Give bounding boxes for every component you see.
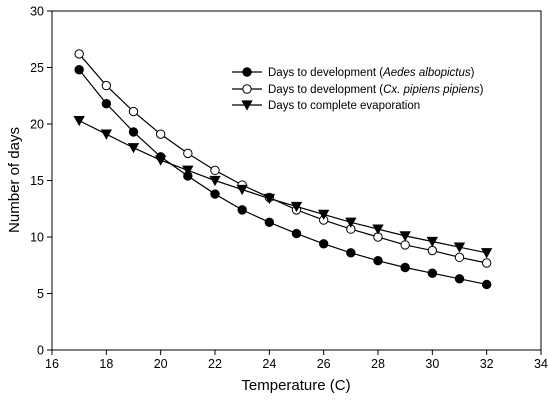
series-1-line [78,69,487,286]
series-1-point [74,65,84,75]
legend-label-prefix: Days to development ( [268,84,383,96]
series-3-point [480,248,493,259]
series-2-point [210,165,220,176]
series-2-point [400,240,410,250]
series-2-point [427,245,438,256]
series-1 [74,65,492,290]
series-2-point [101,80,112,91]
legend-label-prefix: Days to complete evaporation [268,100,420,112]
series-3-point [345,217,357,228]
series-2-line [78,53,487,264]
x-tick-label: 32 [480,357,494,371]
x-axis-title: Temperature (C) [241,377,350,394]
series-1-point [373,256,383,266]
x-tick-label: 18 [99,357,113,371]
series-3-point [236,184,248,196]
legend-label: Days to development (Cx. pipiens pipiens… [268,84,484,96]
legend-marker [242,67,252,77]
series-1-point [210,189,220,199]
legend-label-suffix: ) [471,67,475,79]
series-3-point [453,242,466,253]
y-tick-label: 25 [30,61,44,75]
series-1-point [237,205,247,215]
legend-label-prefix: Days to development ( [268,67,383,79]
series-3-point [154,155,167,166]
legend-label: Days to complete evaporation [268,100,420,112]
x-tick-label: 30 [425,357,439,371]
y-tick-label: 30 [30,5,44,19]
series-layer [73,49,493,290]
x-tick-label: 24 [262,357,276,371]
series-3-point [290,201,303,213]
series-3 [73,115,493,259]
legend-label: Days to development (Aedes albopictus) [268,67,475,79]
y-axis-title: Number of days [6,127,23,233]
series-3-point [263,193,276,205]
series-3-point [426,236,439,248]
series-2-point [183,148,193,159]
legend-marker [242,84,252,94]
y-tick-label: 10 [30,231,44,245]
x-tick-label: 22 [208,357,222,371]
series-1-point [318,239,329,249]
series-3-point [127,143,140,154]
axis-ticks: 16 18 20 22 24 26 28 30 32 34 0 5 10 15 20 25 30 [30,5,548,372]
series-2-point [481,258,492,268]
series-1-point [454,274,465,284]
y-tick-label: 0 [37,344,44,358]
legend-marker [241,100,253,111]
x-tick-label: 26 [317,357,331,371]
series-1-point [346,248,356,258]
series-2-point [74,49,84,59]
series-1-point [101,98,112,109]
series-1-point [400,262,410,273]
y-tick-label: 20 [30,118,44,132]
x-tick-label: 16 [45,357,59,371]
plot-frame [51,10,542,351]
legend-entry-3: Days to complete evaporation [232,100,420,112]
series-3-point [73,115,85,127]
series-2-point [128,106,139,117]
series-2-point [454,252,465,263]
series-3-point [209,175,221,187]
y-tick-label: 5 [37,287,44,301]
series-2 [74,49,492,268]
y-tick-label: 15 [30,174,44,188]
x-tick-label: 34 [534,357,548,371]
series-3-line [78,120,487,254]
series-1-point [264,217,275,228]
legend-entry-2: Days to development (Cx. pipiens pipiens… [232,84,484,96]
series-3-point [372,224,384,235]
legend-label-species: Aedes albopictus [382,67,471,79]
series-1-point [481,279,492,290]
series-3-point [182,165,194,176]
legend-entry-1: Days to development (Aedes albopictus) [232,67,475,79]
series-2-point [155,129,166,139]
series-3-point [100,129,113,140]
legend-label-species: Cx. pipiens pipiens [383,84,480,96]
series-3-point [317,209,330,220]
x-tick-label: 20 [154,357,168,371]
legend: Days to development (Aedes albopictus)Da… [232,67,484,112]
series-3-point [399,231,411,242]
legend-label-suffix: ) [480,84,484,96]
series-1-point [291,228,302,239]
series-1-point [427,268,438,278]
series-1-point [128,127,139,137]
x-tick-label: 28 [371,357,385,371]
